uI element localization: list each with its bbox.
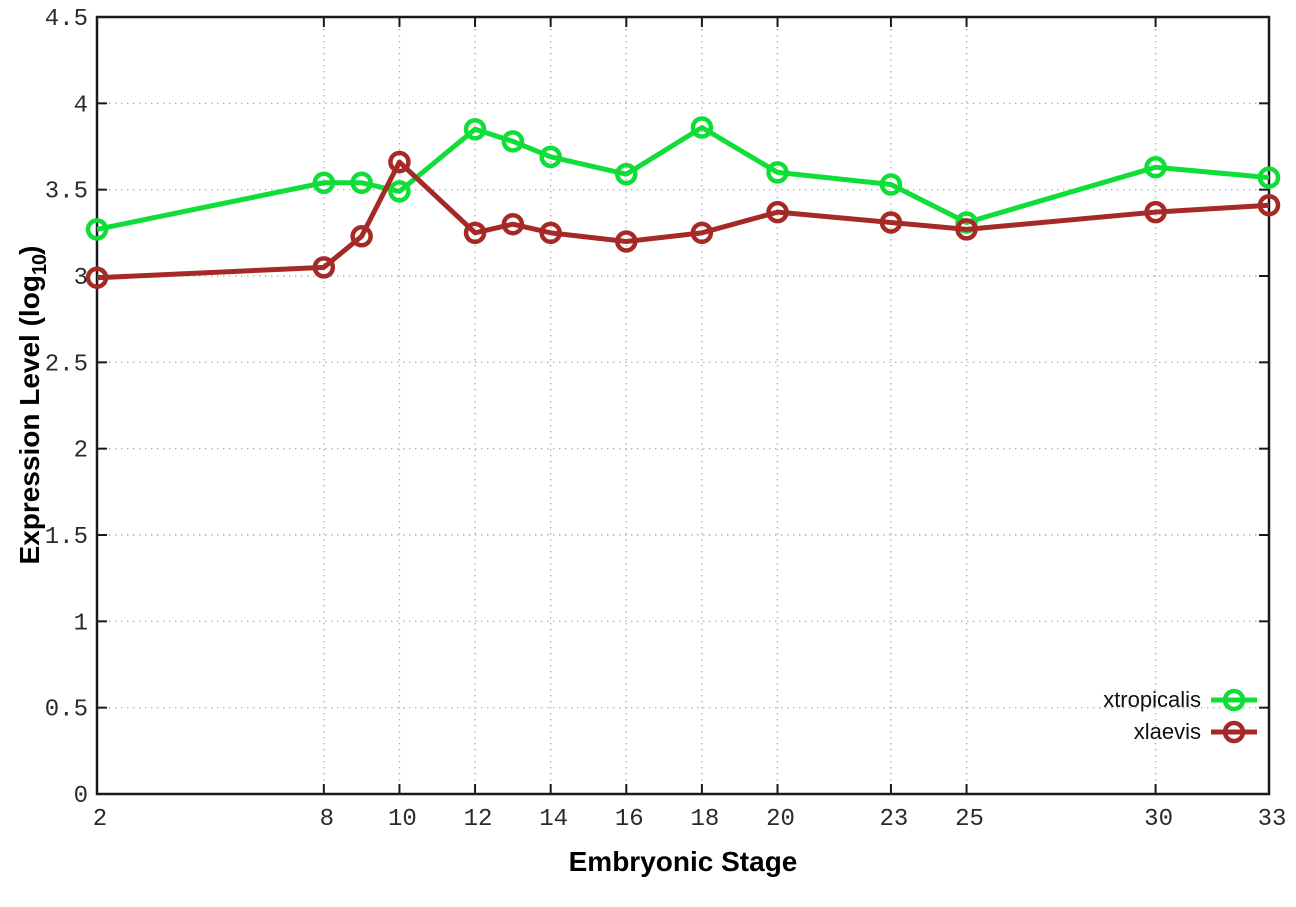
x-tick-label: 12 — [464, 806, 493, 833]
legend-entry-xlaevis: xlaevis — [1103, 716, 1258, 748]
x-tick-label: 16 — [615, 806, 644, 833]
data-point-xtropicalis — [1257, 166, 1281, 189]
data-point-xtropicalis — [1144, 155, 1167, 179]
x-tick-label: 8 — [320, 806, 334, 833]
data-point-xtropicalis — [85, 218, 109, 241]
data-point-xtropicalis — [501, 130, 525, 153]
y-tick-label: 4.5 — [45, 6, 88, 33]
legend-label-xlaevis: xlaevis — [1133, 719, 1201, 744]
y-tick-label: 4 — [74, 92, 88, 119]
legend-entry-xtropicalis: xtropicalis — [1103, 684, 1258, 716]
data-point-xlaevis — [501, 212, 525, 236]
x-axis-title: Embryonic Stage — [568, 846, 798, 877]
data-point-xlaevis — [1257, 193, 1281, 217]
data-point-xtropicalis — [350, 171, 373, 195]
data-point-xtropicalis — [766, 161, 789, 184]
series-xlaevis — [85, 150, 1281, 289]
data-point-xlaevis — [388, 150, 411, 174]
data-point-xlaevis — [463, 221, 487, 245]
y-tick-label: 3.5 — [45, 179, 88, 206]
x-tick-label: 18 — [690, 806, 719, 833]
y-axis-title-subscript: 10 — [29, 254, 51, 276]
series-line-xtropicalis — [96, 125, 1270, 232]
y-tick-label: 2.5 — [45, 351, 88, 378]
x-tick-label: 14 — [539, 806, 568, 833]
data-point-xlaevis — [879, 211, 903, 234]
y-axis-title-text: Expression Level (log — [14, 275, 45, 565]
x-tick-label: 30 — [1144, 806, 1173, 833]
x-tick-label: 2 — [93, 806, 107, 833]
data-point-xlaevis — [955, 218, 978, 241]
data-point-xlaevis — [766, 200, 789, 224]
legend: xtropicalis xlaevis — [1103, 684, 1258, 748]
tick-marks — [96, 16, 1270, 795]
x-tick-label: 20 — [766, 806, 795, 833]
data-point-xtropicalis — [879, 173, 903, 196]
tick-labels: 0 0.5 1 1.5 2 2.5 3 3.5 4 4.5 2 8 10 12 14 16 18 20 23 25 30… — [45, 6, 1287, 833]
data-point-xtropicalis — [388, 180, 411, 203]
data-point-xlaevis — [539, 221, 562, 245]
data-point-xtropicalis — [539, 145, 562, 169]
series-line-xlaevis — [96, 159, 1270, 281]
y-axis-title-close: ) — [14, 245, 45, 255]
legend-label-xtropicalis: xtropicalis — [1103, 687, 1201, 712]
y-tick-label: 1 — [74, 610, 88, 637]
y-tick-label: 2 — [74, 438, 88, 465]
data-point-xlaevis — [1144, 200, 1167, 224]
x-tick-label: 23 — [880, 806, 909, 833]
data-point-xlaevis — [350, 225, 373, 248]
data-point-xtropicalis — [312, 171, 336, 195]
plot-border — [95, 15, 1271, 796]
x-tick-label: 33 — [1258, 806, 1287, 833]
data-point-xtropicalis — [690, 116, 714, 139]
data-point-xtropicalis — [615, 162, 638, 186]
x-tick-label: 25 — [955, 806, 984, 833]
data-point-xlaevis — [85, 266, 109, 289]
data-point-xtropicalis — [463, 117, 487, 141]
series-xtropicalis — [85, 116, 1281, 241]
y-tick-label: 3 — [74, 265, 88, 292]
x-tick-label: 10 — [388, 806, 417, 833]
data-point-xlaevis — [615, 230, 638, 253]
gridlines — [97, 17, 1269, 794]
y-tick-label: 0.5 — [45, 697, 88, 724]
legend-marker-circle-icon — [1211, 688, 1257, 712]
data-point-xlaevis — [690, 221, 714, 245]
y-tick-label: 1.5 — [45, 524, 88, 551]
legend-marker-circle-icon — [1211, 720, 1257, 744]
y-axis-title: Expression Level (log10) — [14, 245, 51, 565]
data-point-xlaevis — [312, 256, 336, 279]
y-tick-label: 0 — [74, 783, 88, 810]
